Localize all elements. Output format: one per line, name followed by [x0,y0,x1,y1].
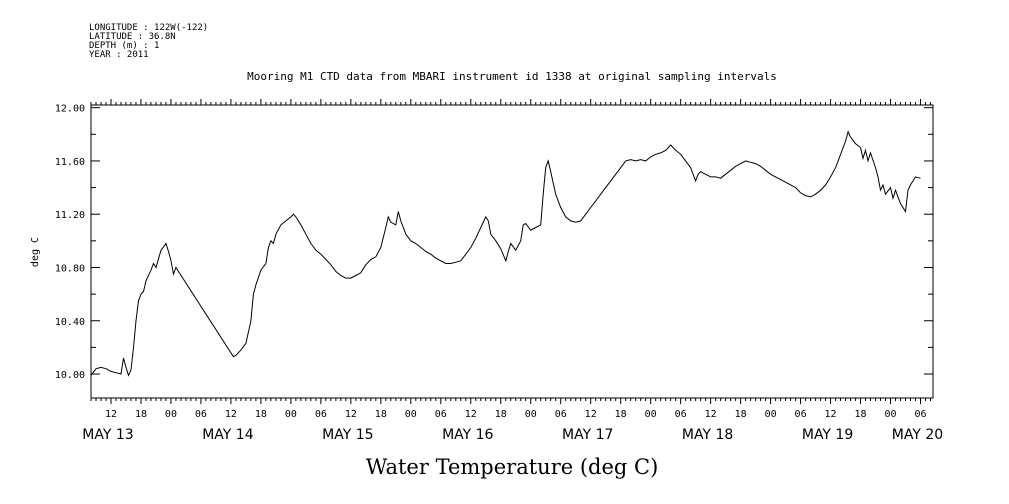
x-hour-tick-label: 18 [615,409,627,420]
x-day-label: MAY 15 [322,427,373,443]
y-axis-ticks: 10.00 10.40 10.80 11.20 11.60 12.00 [55,104,933,381]
y-tick-label: 12.00 [55,104,85,115]
x-hour-tick-label: 06 [195,409,207,420]
x-hour-tick-label: 06 [914,409,926,420]
x-hour-tick-label: 00 [645,409,657,420]
x-day-label: MAY 16 [442,427,493,443]
x-hour-tick-label: 12 [465,409,477,420]
x-day-label: MAY 14 [202,427,253,443]
x-hour-tick-label: 00 [765,409,777,420]
x-day-label: MAY 18 [682,427,733,443]
year-label: YEAR : 2011 [89,50,149,60]
x-hour-tick-label: 12 [105,409,117,420]
x-hour-tick-label: 12 [585,409,597,420]
x-axis-ticks: 12 18 00 06 12 18 00 06 12 18 00 06 12 18 00 06 12 18 00 06… [82,99,943,443]
x-hour-tick-label: 00 [525,409,537,420]
y-tick-label: 10.80 [55,263,85,274]
x-hour-tick-label: 06 [315,409,327,420]
x-day-label: MAY 17 [562,427,613,443]
x-hour-tick-label: 18 [855,409,867,420]
x-hour-tick-label: 06 [795,409,807,420]
depth-label: DEPTH (m) : 1 [89,41,159,51]
x-day-label: MAY 13 [82,427,133,443]
x-day-label: MAY 19 [802,427,853,443]
y-axis-label: deg C [30,237,41,267]
x-hour-tick-label: 00 [165,409,177,420]
y-tick-label: 10.00 [55,370,85,381]
x-hour-tick-label: 18 [135,409,147,420]
x-hour-tick-label: 12 [825,409,837,420]
x-hour-tick-label: 00 [405,409,417,420]
plot-frame [90,104,934,399]
x-hour-tick-label: 18 [735,409,747,420]
y-tick-label: 10.40 [55,317,85,328]
x-axis-title: Water Temperature (deg C) [366,455,659,479]
x-hour-tick-label: 06 [675,409,687,420]
x-hour-tick-label: 18 [375,409,387,420]
y-tick-label: 11.60 [55,157,85,168]
x-hour-tick-label: 18 [495,409,507,420]
x-hour-tick-label: 00 [285,409,297,420]
x-hour-tick-label: 18 [255,409,267,420]
x-hour-tick-label: 06 [435,409,447,420]
y-tick-label: 11.20 [55,210,85,221]
x-hour-tick-label: 00 [885,409,897,420]
x-hour-tick-label: 12 [225,409,237,420]
latitude-label: LATITUDE : 36.8N [89,32,176,42]
series-line [90,130,921,377]
x-hour-tick-label: 12 [345,409,357,420]
chart-title: Mooring M1 CTD data from MBARI instrumen… [247,70,777,83]
longitude-label: LONGITUDE : 122W(-122) [89,23,208,33]
x-day-label: MAY 20 [892,427,943,443]
x-hour-tick-label: 12 [705,409,717,420]
x-hour-tick-label: 06 [555,409,567,420]
